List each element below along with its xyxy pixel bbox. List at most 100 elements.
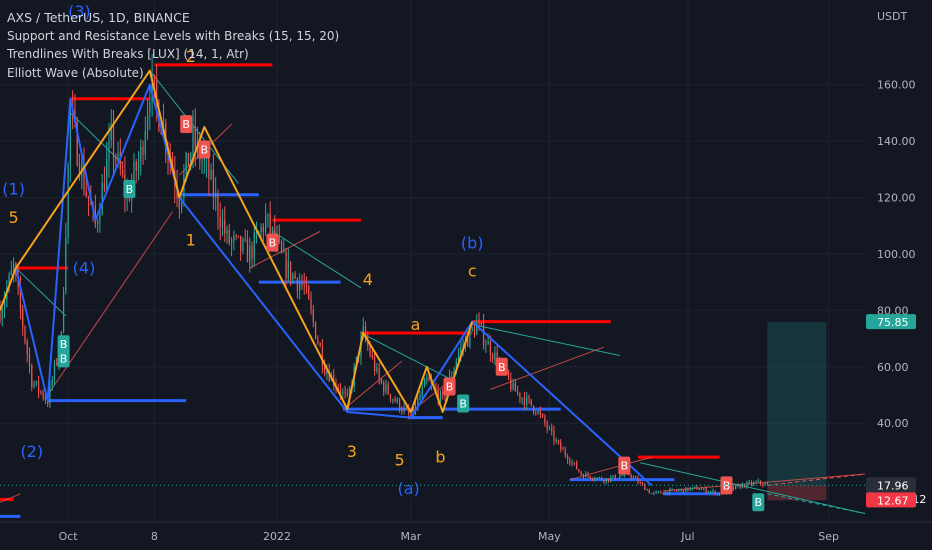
candle-body xyxy=(328,371,330,381)
candle-body xyxy=(137,161,140,172)
candle-body xyxy=(648,489,650,494)
price-tick-label: 40.00 xyxy=(877,417,909,430)
candle-body xyxy=(678,490,680,492)
candle-body xyxy=(566,455,569,461)
candle-body xyxy=(607,478,610,481)
break-marker-label: B xyxy=(446,381,454,394)
candle-body xyxy=(644,484,646,490)
candle-body xyxy=(455,361,457,370)
candle-body xyxy=(469,328,471,347)
trendline-bull xyxy=(249,230,321,269)
candle-body xyxy=(296,278,299,291)
trendline-bear xyxy=(272,230,362,289)
candle-body xyxy=(299,283,301,291)
candle-body xyxy=(610,477,612,481)
candle-body xyxy=(453,369,455,377)
indicator-legend-sr[interactable]: Support and Resistance Levels with Break… xyxy=(7,29,340,43)
candle-body xyxy=(612,475,614,478)
candle-body xyxy=(437,390,439,402)
wave-labels: (3) (1) (4) (2) (b) (a) 2 5 1 4 c a 3 5 b xyxy=(2,2,483,498)
candle-body xyxy=(289,261,292,281)
elliott-wave-blue xyxy=(14,83,653,487)
break-marker-box xyxy=(495,357,508,376)
candle-body xyxy=(26,341,28,354)
candle-body xyxy=(680,489,682,491)
candle-body xyxy=(201,160,203,162)
candle-body xyxy=(106,158,108,190)
candle-body xyxy=(42,392,44,398)
candle-body xyxy=(585,473,587,478)
candle-body xyxy=(287,261,289,279)
break-marker-label: B xyxy=(126,183,134,196)
break-marker-label: B xyxy=(621,460,629,473)
trendline-bear xyxy=(640,462,866,515)
candle-body xyxy=(766,483,768,485)
candle-body xyxy=(616,478,619,480)
bear-break-marker: B xyxy=(495,357,508,376)
candle-body xyxy=(151,75,153,102)
candle-body xyxy=(748,482,750,484)
price-tag-box xyxy=(866,477,916,493)
indicator-legend-elliott[interactable]: Elliott Wave (Absolute) xyxy=(7,66,144,80)
candle-body xyxy=(53,363,56,380)
candle-body xyxy=(24,326,26,342)
candle-body xyxy=(226,229,228,234)
price-tag-value: 75.85 xyxy=(877,316,909,329)
candle-body xyxy=(471,328,473,330)
candle-body xyxy=(594,479,596,481)
candle-body xyxy=(262,226,264,232)
candle-body xyxy=(208,156,210,180)
candle-body xyxy=(467,339,469,347)
candle-body xyxy=(153,75,156,81)
candle-body xyxy=(532,405,535,412)
candle-body xyxy=(349,388,351,395)
bull-break-marker: B xyxy=(752,493,765,512)
candle-body xyxy=(639,482,641,484)
price-tick-label: 60.00 xyxy=(877,361,909,374)
price-tag-box xyxy=(866,492,916,508)
candle-body xyxy=(133,161,135,184)
candle-body xyxy=(703,488,705,490)
candle-body xyxy=(94,205,96,224)
candle-body xyxy=(190,153,192,167)
candle-body xyxy=(47,399,49,404)
candle-body xyxy=(555,440,557,442)
support-resistance-levels xyxy=(0,63,720,518)
candle-body xyxy=(732,487,734,490)
time-axis[interactable]: Oct 8 2022 Mar May Jul Sep xyxy=(0,521,932,550)
candle-body xyxy=(517,391,519,393)
indicator-legend-trendlines[interactable]: Trendlines With Breaks [LUX] (14, 1, Atr… xyxy=(7,47,249,61)
candle-body xyxy=(410,413,412,417)
candle-body xyxy=(65,237,67,292)
candle-body xyxy=(646,489,648,491)
candle-body xyxy=(582,474,585,478)
candle-body xyxy=(405,407,408,409)
break-marker-label: B xyxy=(60,352,68,365)
price-tag-value: 12.67 xyxy=(877,494,909,507)
candle-body xyxy=(487,341,489,345)
price-tag: 12.67 xyxy=(866,492,916,508)
candle-body xyxy=(324,366,326,374)
candle-body xyxy=(212,169,215,198)
candle-body xyxy=(526,396,528,406)
candle-body xyxy=(428,377,430,382)
candle-body xyxy=(35,381,37,384)
candle-body xyxy=(576,462,578,470)
wave-label: (a) xyxy=(398,479,420,498)
candle-body xyxy=(621,475,623,477)
wave-label: (b) xyxy=(461,233,484,252)
candle-body xyxy=(734,485,737,490)
candle-body xyxy=(385,384,387,392)
break-marker-box xyxy=(123,180,136,199)
time-axis-background xyxy=(0,522,932,550)
candle-body xyxy=(417,399,419,410)
candle-body xyxy=(521,398,523,400)
candle-body xyxy=(569,460,571,464)
candle-body xyxy=(557,440,560,443)
candle-body xyxy=(489,341,492,356)
candle-body xyxy=(669,489,671,494)
price-axis[interactable]: USDT40.0060.0080.00100.00120.00140.00160… xyxy=(865,0,932,550)
candle-body xyxy=(44,397,47,400)
candle-body xyxy=(83,163,85,192)
